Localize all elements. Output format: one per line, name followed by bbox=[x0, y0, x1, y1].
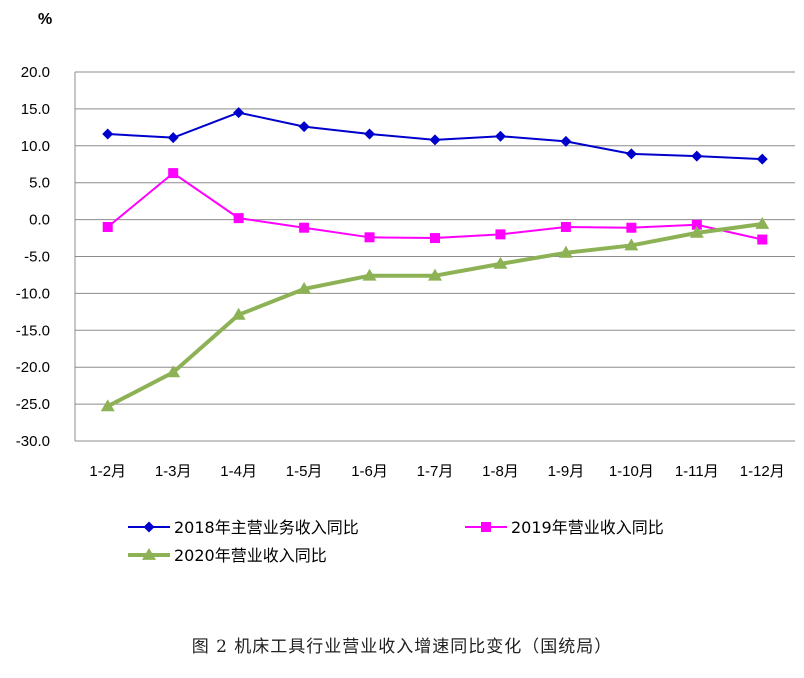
data-point bbox=[364, 232, 375, 243]
y-tick-label: 10.0 bbox=[21, 138, 50, 155]
legend-marker bbox=[143, 521, 155, 533]
data-point bbox=[691, 219, 702, 230]
data-point bbox=[755, 217, 770, 229]
legend-item-1: 2018年主营业务收入同比 bbox=[128, 518, 359, 537]
y-tick-label: -10.0 bbox=[16, 285, 50, 302]
data-point bbox=[362, 268, 377, 281]
y-tick-label: 5.0 bbox=[29, 175, 50, 192]
data-point bbox=[560, 135, 572, 147]
series-line bbox=[106, 222, 763, 409]
data-point bbox=[364, 128, 376, 140]
y-tick-label: -5.0 bbox=[24, 249, 50, 266]
legend-label: 2019年营业收入同比 bbox=[511, 518, 664, 537]
data-point bbox=[689, 225, 704, 238]
legend: 2018年主营业务收入同比 2019年营业收入同比 2020年营业收入同比 bbox=[128, 518, 664, 565]
data-point bbox=[233, 213, 244, 224]
data-point bbox=[299, 222, 310, 233]
data-point bbox=[102, 221, 113, 232]
y-tick-label: -25.0 bbox=[16, 396, 50, 413]
line-chart: % 20.0 15.0 10.0 5.0 0.0 -5.0 -10.0 -15.0 -20.0 -… bbox=[16, 11, 795, 565]
y-tick-labels: 20.0 15.0 10.0 5.0 0.0 -5.0 -10.0 -15.0 -20.0 -25… bbox=[16, 64, 50, 450]
data-point bbox=[168, 168, 179, 179]
legend-marker bbox=[481, 522, 491, 532]
data-point bbox=[558, 245, 573, 258]
data-point bbox=[495, 229, 506, 240]
y-tick-label: 20.0 bbox=[21, 64, 50, 81]
data-point bbox=[625, 148, 637, 160]
x-tick-label: 1-4月 bbox=[220, 463, 257, 480]
data-point bbox=[691, 150, 703, 162]
x-tick-label: 1-7月 bbox=[417, 463, 454, 480]
y-tick-label: 0.0 bbox=[29, 212, 50, 229]
series-2 bbox=[102, 168, 768, 245]
data-point bbox=[624, 238, 639, 251]
series-group bbox=[100, 107, 770, 412]
legend-item-3: 2020年营业收入同比 bbox=[128, 546, 327, 565]
legend-marker bbox=[142, 548, 156, 560]
data-point bbox=[102, 128, 114, 140]
x-tick-labels: 1-2月 1-3月 1-4月 1-5月 1-6月 1-7月 1-8月 1-9月 1-10月 1-1… bbox=[89, 463, 784, 480]
x-tick-label: 1-10月 bbox=[609, 463, 654, 480]
data-point bbox=[756, 153, 768, 165]
data-point bbox=[166, 365, 181, 378]
data-point bbox=[494, 130, 506, 142]
data-point bbox=[298, 121, 310, 133]
x-tick-label: 1-9月 bbox=[548, 463, 585, 480]
legend-item-2: 2019年营业收入同比 bbox=[465, 518, 664, 537]
data-point bbox=[231, 307, 246, 320]
y-tick-label: -15.0 bbox=[16, 322, 50, 339]
y-tick-label: -30.0 bbox=[16, 433, 50, 450]
legend-label: 2020年营业收入同比 bbox=[174, 546, 327, 565]
y-tick-label: 15.0 bbox=[21, 101, 50, 118]
series-1 bbox=[102, 107, 768, 165]
x-tick-label: 1-12月 bbox=[740, 463, 785, 480]
legend-label: 2018年主营业务收入同比 bbox=[174, 518, 359, 537]
data-point bbox=[429, 134, 441, 146]
data-point bbox=[100, 399, 115, 412]
x-tick-label: 1-6月 bbox=[351, 463, 388, 480]
x-tick-label: 1-5月 bbox=[286, 463, 323, 480]
data-point bbox=[233, 107, 245, 119]
y-tick-label: -20.0 bbox=[16, 359, 50, 376]
grid-lines bbox=[74, 71, 795, 442]
data-point bbox=[428, 268, 442, 281]
x-tick-label: 1-11月 bbox=[675, 463, 719, 480]
data-point bbox=[297, 281, 312, 294]
data-point bbox=[167, 132, 179, 144]
data-point bbox=[430, 233, 440, 244]
data-point bbox=[493, 256, 508, 269]
x-tick-label: 1-8月 bbox=[482, 463, 519, 480]
x-tick-label: 1-2月 bbox=[89, 463, 126, 480]
y-unit-label: % bbox=[38, 11, 52, 28]
figure-caption: 图 2 机床工具行业营业收入增速同比变化（国统局） bbox=[191, 637, 613, 657]
series-3 bbox=[100, 217, 770, 412]
data-point bbox=[560, 221, 571, 232]
data-point bbox=[626, 222, 637, 233]
data-point bbox=[757, 234, 768, 245]
x-tick-label: 1-3月 bbox=[155, 463, 192, 480]
